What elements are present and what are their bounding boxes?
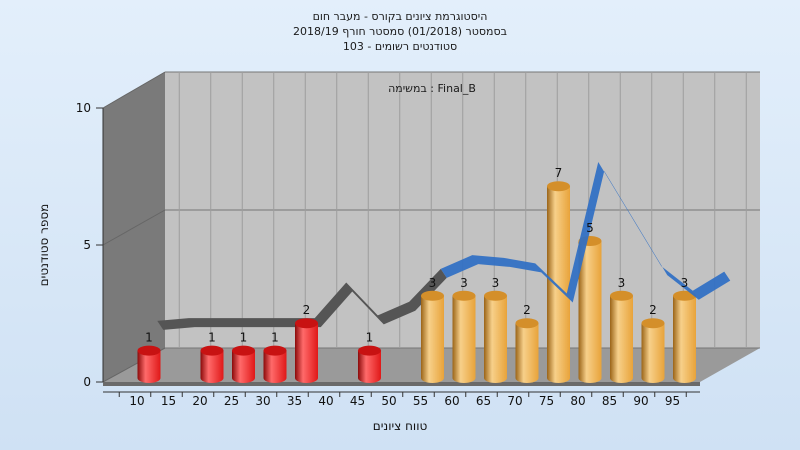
bar-top [295, 318, 318, 329]
bar-body [484, 295, 507, 383]
plot-floor-front-edge [103, 382, 700, 386]
trend-ribbon-back [157, 268, 447, 330]
x-tick-label: 70 [507, 394, 522, 408]
bar-data-label: 5 [586, 221, 594, 235]
bar-top [515, 318, 539, 329]
x-tick-label: 50 [381, 394, 396, 408]
bar-data-label: 3 [429, 276, 437, 290]
y-tick-label: 0 [83, 375, 91, 389]
x-tick-label: 45 [350, 394, 365, 408]
x-tick-label: 90 [633, 394, 648, 408]
chart-title-line-3: 103 - סטודנטים רשומים [343, 40, 457, 53]
bar [610, 290, 633, 383]
bar-data-label: 1 [145, 331, 153, 345]
bar-body [610, 295, 633, 383]
bar-top [610, 290, 633, 301]
bar-body [358, 350, 381, 383]
bar-data-label: 7 [555, 166, 563, 180]
y-tick-label: 10 [76, 101, 91, 115]
bar-data-label: 1 [271, 331, 279, 345]
bar [232, 345, 255, 383]
bar-top [421, 290, 444, 301]
bar [484, 290, 507, 383]
x-tick-label: 20 [192, 394, 207, 408]
bar-top [200, 345, 224, 356]
chart-title-line-1: היסטוגרמת ציונים בקורס - מעבר חום [313, 10, 488, 23]
bar [452, 290, 476, 383]
bar-data-label: 2 [303, 303, 311, 317]
bar-data-label: 1 [240, 331, 248, 345]
bar-body [421, 295, 444, 383]
bar-data-label: 3 [618, 276, 626, 290]
x-tick-label: 95 [665, 394, 680, 408]
bar [641, 318, 665, 383]
bar-body [200, 350, 224, 383]
bar-data-label: 2 [649, 303, 657, 317]
x-axis-label: טווח ציונים [373, 419, 428, 433]
x-tick-label: 40 [318, 394, 333, 408]
bar [200, 345, 224, 383]
bar [358, 345, 381, 383]
x-tick-label: 80 [570, 394, 585, 408]
bar-body [578, 241, 602, 383]
bars [137, 181, 696, 383]
x-tick-label: 35 [287, 394, 302, 408]
bar-body [641, 323, 665, 383]
x-tick-label: 75 [539, 394, 554, 408]
x-tick-label: 65 [476, 394, 491, 408]
x-tick-label: 85 [602, 394, 617, 408]
bar-body [263, 350, 287, 383]
bar-body [452, 295, 476, 383]
x-tick-label: 10 [129, 394, 144, 408]
x-tick-label: 25 [224, 394, 239, 408]
chart-title: היסטוגרמת ציונים בקורס - מעבר חום בסמסטר… [293, 10, 507, 53]
bar-data-label: 1 [208, 331, 216, 345]
bar-top [547, 181, 570, 192]
bar-body [295, 323, 318, 383]
bar-body [232, 350, 255, 383]
bar-body [547, 186, 570, 383]
chart-title-line-2: בסמסטר (01/2018) סמסטר חורף 2018/19 [293, 25, 507, 38]
bar [515, 318, 539, 383]
y-axis-label: מספר סטודנטים [37, 204, 51, 287]
bar-data-label: 3 [681, 276, 689, 290]
bar-top [484, 290, 507, 301]
trend-ribbon-front [440, 161, 731, 303]
bar-top [232, 345, 255, 356]
bar-top [641, 318, 665, 329]
bar [673, 290, 696, 383]
bar [137, 345, 161, 383]
data-labels: 1 1 1 1 2 1 3 3 3 2 7 5 3 2 3 [145, 166, 688, 344]
grid-line-left [102, 71, 166, 109]
bar-top [452, 290, 476, 301]
grid-lines [102, 71, 760, 383]
bar-top [358, 345, 381, 356]
trend-line-back [157, 268, 447, 330]
x-axis: 10 15 20 25 30 35 40 45 50 55 60 65 70 75 80 85 90 95 [103, 391, 700, 408]
bar [421, 290, 444, 383]
bar [547, 181, 570, 383]
y-axis: 0 5 10 [76, 101, 104, 389]
bar-data-label: 3 [460, 276, 468, 290]
x-tick-label: 60 [444, 394, 459, 408]
bar-body [673, 295, 696, 383]
x-tick-label: 55 [413, 394, 428, 408]
bar-body [515, 323, 539, 383]
chart-subtitle: במשימה : Final_B [388, 82, 476, 95]
bar [295, 318, 318, 383]
bar-top [263, 345, 287, 356]
grid-line-left [102, 209, 166, 246]
x-tick-label: 15 [161, 394, 176, 408]
bar [263, 345, 287, 383]
bar-top [673, 290, 696, 301]
x-tick-label: 30 [255, 394, 270, 408]
bar-data-label: 2 [523, 303, 531, 317]
bar-data-label: 1 [366, 331, 374, 345]
bar-body [137, 350, 161, 383]
bar-data-label: 3 [492, 276, 500, 290]
trend-line-front [440, 161, 731, 303]
y-tick-label: 5 [83, 238, 91, 252]
bar-top [137, 345, 161, 356]
